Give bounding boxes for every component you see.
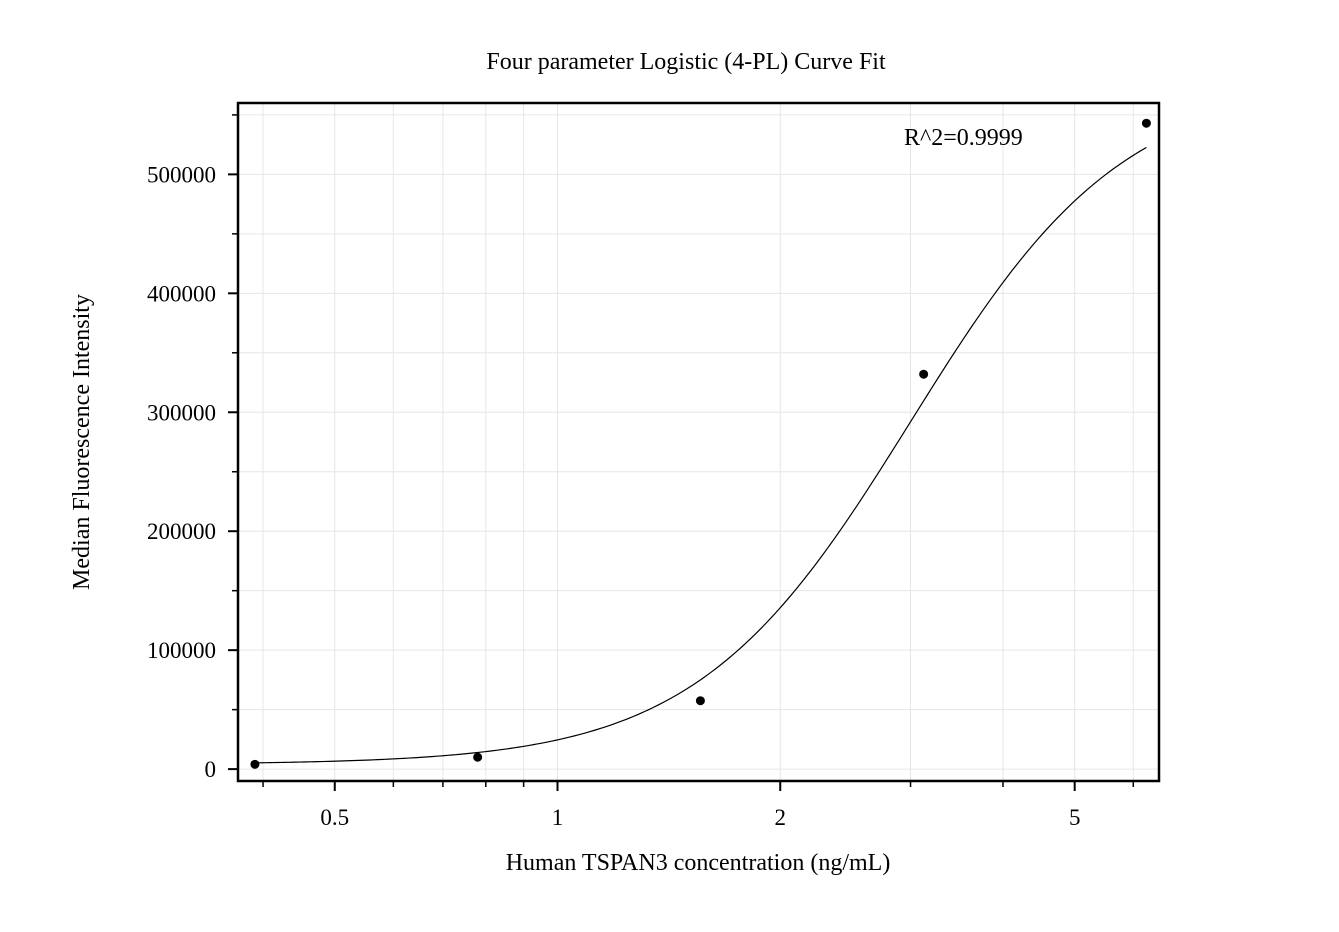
- x-tick-label: 2: [774, 805, 786, 830]
- data-point: [1141, 118, 1151, 128]
- chart-title: Four parameter Logistic (4-PL) Curve Fit: [486, 49, 886, 75]
- data-point: [695, 696, 705, 706]
- data-point: [919, 369, 929, 379]
- r-squared-annotation: R^2=0.9999: [904, 125, 1023, 151]
- axis-ticks: [228, 114, 1135, 791]
- y-tick-label: 100000: [147, 638, 216, 663]
- y-tick-label: 400000: [147, 281, 216, 306]
- plot-frame: [236, 101, 1161, 783]
- y-tick-label: 0: [205, 757, 217, 782]
- y-tick-label: 200000: [147, 519, 216, 544]
- x-axis-label: Human TSPAN3 concentration (ng/mL): [506, 850, 891, 876]
- grid: [238, 103, 1159, 781]
- fit-curve: [254, 146, 1147, 764]
- x-tick-label: 0.5: [320, 805, 349, 830]
- x-tick-label: 5: [1069, 805, 1081, 830]
- fit-curve-layer: [254, 146, 1147, 764]
- y-tick-label: 500000: [147, 162, 216, 187]
- data-point: [250, 759, 260, 769]
- y-tick-label: 300000: [147, 400, 216, 425]
- y-axis-label: Median Fluorescence Intensity: [69, 294, 95, 590]
- tick-labels: 0.5 1 2 5 0 100000 200000 300000 400000 500000: [147, 162, 1080, 830]
- data-point: [473, 752, 483, 762]
- x-tick-label: 1: [552, 805, 564, 830]
- data-points-layer: [250, 118, 1151, 769]
